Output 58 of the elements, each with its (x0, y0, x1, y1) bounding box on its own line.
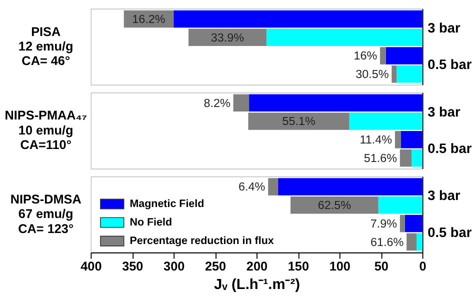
y-tick-label: 3 bar (428, 20, 461, 36)
bar (249, 94, 422, 112)
y-tick-label: 3 bar (428, 104, 461, 120)
bar (349, 112, 422, 130)
text: 67 emu/g (18, 207, 74, 222)
bar (174, 10, 422, 28)
x-tick-label: 250 (204, 259, 226, 274)
text: 12 emu/g (18, 39, 74, 54)
annotation: 61.6% (370, 236, 404, 249)
bar (268, 178, 278, 196)
bar (378, 196, 422, 214)
x-tick-label: 350 (122, 259, 144, 274)
annotation: 33.9% (210, 31, 244, 44)
bar (400, 131, 422, 148)
bar (386, 47, 422, 64)
x-tick-label: 150 (288, 259, 310, 274)
annotation: 8.2% (204, 96, 230, 110)
bar (290, 196, 378, 214)
x-tick-label: 200 (246, 259, 268, 274)
y-tick-label: 0.5 bar (428, 141, 472, 156)
x-axis-title: Jᵥ (L.h⁻¹.m⁻²) (214, 276, 300, 293)
x-tick-label: 400 (80, 259, 102, 274)
legend-label: Percentage reduction in flux (130, 234, 274, 247)
x-tick-label: 50 (374, 259, 388, 274)
text: CA= 123° (18, 222, 74, 236)
y-tick-label: 0.5 bar (428, 57, 472, 72)
annotation: 7.9% (370, 217, 397, 230)
bar (404, 214, 422, 232)
bar (380, 47, 386, 64)
annotation: 11.4% (360, 134, 392, 147)
text: CA=110° (20, 138, 72, 152)
x-tick-label: 0 (419, 259, 426, 274)
bar (396, 66, 422, 83)
bar (400, 214, 405, 232)
annotation: 30.5% (356, 68, 389, 82)
text: CA= 46° (22, 54, 70, 68)
annotation: 16.2% (132, 12, 166, 26)
y-tick-label: 0.5 bar (428, 224, 472, 240)
y-tick-label: 3 bar (428, 188, 461, 204)
text: NIPS-PMAA₄₇ (4, 108, 87, 123)
annotation: 62.5% (318, 199, 352, 212)
annotation: 16% (354, 50, 378, 63)
annotation: 6.4% (238, 180, 266, 194)
bar (392, 66, 397, 83)
bar (416, 233, 422, 251)
annotation: 55.1% (282, 115, 316, 128)
x-tick-label: 300 (164, 259, 185, 274)
annotation: 51.6% (364, 152, 397, 165)
text: 10 emu/g (18, 123, 74, 138)
legend-label: No Field (130, 216, 172, 228)
bar (266, 28, 422, 46)
text: PISA (31, 24, 61, 39)
text: NIPS-DMSA (10, 192, 82, 207)
x-tick-label: 100 (329, 259, 350, 274)
bar (406, 233, 417, 251)
legend-label: Magnetic Field (130, 198, 204, 210)
bar (412, 149, 422, 167)
bar (278, 178, 422, 196)
